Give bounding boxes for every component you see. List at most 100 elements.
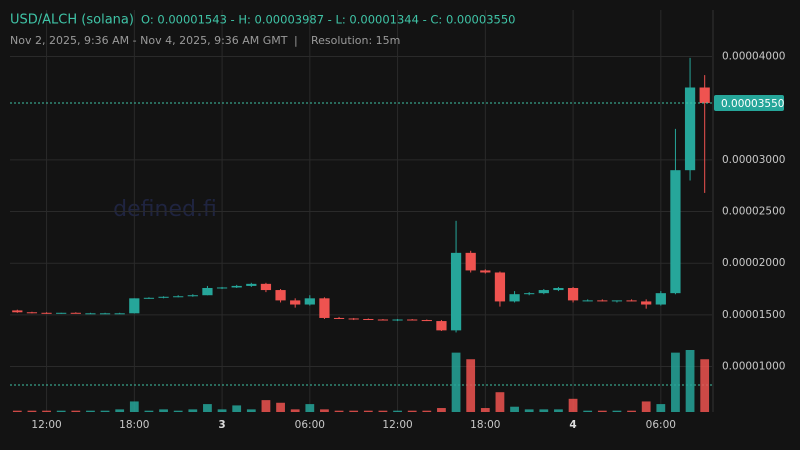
candle-body <box>377 319 389 321</box>
y-tick-label: 0.00003000 <box>722 154 785 166</box>
candle-body <box>173 296 184 298</box>
x-tick-label: 06:00 <box>295 419 325 431</box>
candle-body <box>538 290 549 294</box>
candle-body <box>216 287 228 289</box>
candle-body <box>597 300 608 302</box>
volume-bar <box>320 409 329 412</box>
plot <box>10 10 714 412</box>
candle-body <box>684 87 696 171</box>
volume-bar <box>685 350 695 412</box>
volume-bar <box>276 402 285 412</box>
candle-body <box>524 293 535 295</box>
volume-bar <box>422 410 432 412</box>
volume-bar <box>188 409 198 412</box>
volume-bar <box>671 352 680 412</box>
volume-bar <box>27 410 37 412</box>
volume-bar <box>451 352 461 412</box>
y-tick-label: 0.00001000 <box>722 361 785 373</box>
volume-bar <box>71 410 81 412</box>
volume-bar <box>407 410 417 412</box>
candle-body <box>582 300 593 302</box>
candle-body <box>260 283 272 291</box>
candle-body <box>655 293 666 305</box>
volume-bar <box>334 410 344 412</box>
volume-bar <box>363 410 373 412</box>
volume-bar <box>290 409 300 412</box>
volume-bar <box>56 410 66 412</box>
volume-bar <box>583 410 593 412</box>
volume-bar <box>203 404 212 412</box>
candle-body <box>392 319 403 321</box>
candle-body <box>553 287 564 291</box>
subtitle: Nov 2, 2025, 9:36 AM - Nov 4, 2025, 9:36… <box>10 34 288 47</box>
candle-body <box>611 300 623 302</box>
y-tick-label: 0.00002500 <box>722 206 785 218</box>
candle-body <box>202 287 213 296</box>
volume-bar <box>568 398 578 412</box>
candle-body <box>407 319 418 321</box>
candle-body <box>275 290 286 301</box>
candle-body <box>304 298 315 305</box>
candle-body <box>246 283 257 286</box>
ohlc-text: O: 0.00001543 - H: 0.00003987 - L: 0.000… <box>141 13 515 27</box>
candle-body <box>56 312 67 314</box>
candle-body <box>348 318 359 320</box>
candle-body <box>465 252 476 271</box>
volume-bar <box>641 401 651 412</box>
volume-bar <box>612 410 622 412</box>
last-price-box <box>714 95 784 112</box>
volume-bar <box>129 401 139 412</box>
volume-bar <box>305 404 315 412</box>
volume-bar <box>554 409 563 412</box>
y-tick-label: 0.00004000 <box>722 51 785 63</box>
volume-bar <box>627 410 636 412</box>
volume-bar <box>539 409 549 412</box>
volume-bar <box>115 409 125 412</box>
volume-bar <box>232 405 242 412</box>
chart-title: USD/ALCH (solana) <box>10 13 134 28</box>
candle-body <box>158 296 169 298</box>
y-tick-label: 0.00002000 <box>722 257 785 269</box>
candle-body <box>85 313 96 315</box>
x-tick-label: 06:00 <box>646 419 676 431</box>
candle-body <box>670 170 681 294</box>
candle-body <box>70 312 81 314</box>
x-tick-label: 12:00 <box>382 419 412 431</box>
x-tick-label: 4 <box>569 419 576 431</box>
y-tick-label: 0.00001500 <box>722 309 785 321</box>
volume-bar <box>524 409 534 412</box>
volume-bar <box>349 410 359 412</box>
candle-body <box>231 285 242 288</box>
candle-body <box>290 300 301 305</box>
volume-bar <box>246 409 256 412</box>
x-tick-label: 18:00 <box>470 419 500 431</box>
volume-bar <box>700 359 710 412</box>
volume-bar <box>217 409 227 412</box>
last-price-label: 0.00003550 <box>721 98 784 110</box>
volume-bar <box>597 410 607 412</box>
candle-body <box>333 317 345 319</box>
x-tick-label: 12:00 <box>31 419 61 431</box>
candle-body <box>99 313 111 315</box>
candle-body <box>626 300 637 302</box>
watermark: defined.fi <box>113 197 217 222</box>
volume-bar <box>100 410 110 412</box>
candle-body <box>129 298 140 314</box>
candle-body <box>12 310 23 313</box>
volume-bar <box>656 404 666 412</box>
candle-body <box>480 270 491 273</box>
volume-bar <box>437 408 446 412</box>
candle-body <box>641 301 652 305</box>
candle-body <box>143 297 155 299</box>
volume-bar <box>510 406 519 412</box>
candle-body <box>41 312 52 314</box>
volume-bar <box>12 410 22 412</box>
volume-bar <box>144 410 154 412</box>
volume-bar <box>480 408 490 412</box>
candle-body <box>26 312 38 314</box>
volume-bar <box>466 359 476 412</box>
candle-body <box>436 321 447 331</box>
candle-body <box>421 320 432 322</box>
